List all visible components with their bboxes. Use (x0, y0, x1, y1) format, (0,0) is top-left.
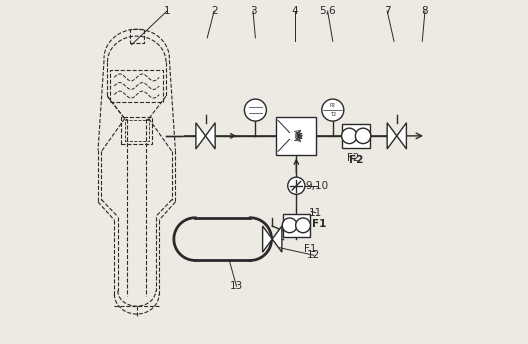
Text: P2: P2 (330, 103, 336, 108)
Text: 4: 4 (291, 6, 298, 16)
Polygon shape (387, 123, 397, 149)
Text: 13: 13 (230, 281, 243, 291)
Text: 5,6: 5,6 (319, 6, 336, 16)
Text: 9,10: 9,10 (306, 181, 329, 191)
Circle shape (288, 177, 305, 194)
Bar (130, 29, 144, 43)
Polygon shape (272, 226, 282, 252)
Circle shape (355, 128, 371, 143)
Circle shape (342, 128, 357, 143)
Text: 11: 11 (309, 207, 322, 218)
Circle shape (322, 99, 344, 121)
Polygon shape (262, 226, 272, 252)
Text: 3: 3 (250, 6, 256, 16)
Text: 8: 8 (422, 6, 428, 16)
Polygon shape (205, 123, 215, 149)
Bar (110, 70, 163, 103)
Text: F1: F1 (304, 244, 317, 255)
Bar (283, 214, 310, 237)
Text: F1: F1 (312, 218, 326, 229)
Text: T2: T2 (330, 112, 336, 117)
Text: 7: 7 (384, 6, 391, 16)
Polygon shape (196, 123, 205, 149)
Text: 12: 12 (307, 250, 320, 260)
Bar (343, 124, 370, 148)
Circle shape (244, 99, 267, 121)
Bar (121, 117, 152, 144)
Bar (125, 120, 149, 141)
Bar (276, 117, 316, 155)
Text: 1: 1 (164, 6, 171, 16)
Circle shape (282, 218, 297, 233)
Polygon shape (397, 123, 407, 149)
Text: F2: F2 (347, 153, 360, 163)
Circle shape (296, 218, 310, 233)
Text: F2: F2 (348, 155, 363, 165)
Text: 2: 2 (211, 6, 218, 16)
